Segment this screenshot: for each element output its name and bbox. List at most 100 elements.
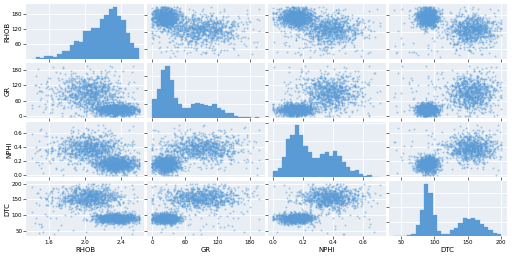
Point bbox=[161, 218, 169, 222]
Point bbox=[205, 22, 213, 26]
Point bbox=[474, 131, 482, 135]
Point bbox=[422, 162, 430, 166]
Point bbox=[203, 21, 211, 25]
Point bbox=[148, 221, 157, 225]
Point bbox=[81, 140, 89, 144]
Point bbox=[99, 162, 108, 166]
Point bbox=[282, 40, 290, 44]
Point bbox=[287, 217, 295, 221]
Point bbox=[94, 128, 102, 132]
Point bbox=[173, 45, 181, 50]
Point bbox=[470, 148, 478, 152]
Point bbox=[95, 191, 103, 195]
Point bbox=[296, 16, 304, 20]
Point bbox=[306, 187, 314, 191]
Point bbox=[334, 196, 342, 200]
Point bbox=[338, 76, 346, 80]
Point bbox=[182, 16, 190, 21]
Point bbox=[418, 21, 426, 25]
Point bbox=[426, 17, 434, 22]
Point bbox=[122, 217, 131, 221]
Point bbox=[464, 48, 473, 52]
Point bbox=[173, 173, 181, 177]
Point bbox=[433, 20, 441, 24]
Point bbox=[220, 151, 228, 155]
Point bbox=[99, 186, 108, 190]
Point bbox=[201, 198, 209, 202]
Point bbox=[301, 8, 309, 13]
Point bbox=[220, 183, 228, 187]
Point bbox=[191, 27, 200, 31]
Point bbox=[105, 198, 113, 202]
Point bbox=[98, 94, 106, 98]
Point bbox=[463, 35, 471, 39]
Point bbox=[358, 30, 366, 34]
Point bbox=[108, 162, 116, 166]
Point bbox=[424, 21, 432, 25]
Point bbox=[421, 101, 429, 105]
Point bbox=[330, 192, 338, 196]
Point bbox=[468, 26, 477, 30]
Point bbox=[80, 152, 88, 156]
Point bbox=[170, 160, 179, 164]
Point bbox=[301, 105, 309, 109]
Point bbox=[451, 148, 459, 152]
Point bbox=[112, 139, 120, 143]
Point bbox=[114, 162, 122, 166]
Point bbox=[350, 28, 358, 32]
Point bbox=[460, 86, 468, 90]
Point bbox=[463, 144, 471, 148]
Point bbox=[428, 169, 436, 173]
Point bbox=[465, 78, 473, 82]
Point bbox=[234, 201, 242, 205]
Point bbox=[32, 83, 40, 87]
Point bbox=[109, 114, 117, 118]
Point bbox=[322, 191, 330, 195]
Point bbox=[166, 157, 174, 161]
Point bbox=[323, 33, 331, 37]
Point bbox=[192, 48, 200, 52]
Point bbox=[426, 110, 434, 114]
Bar bbox=[437, 231, 441, 236]
Point bbox=[63, 194, 72, 198]
Point bbox=[110, 216, 118, 220]
Point bbox=[157, 172, 165, 177]
Point bbox=[93, 167, 101, 171]
Point bbox=[290, 109, 298, 113]
Point bbox=[426, 161, 434, 165]
Point bbox=[294, 217, 303, 221]
Point bbox=[417, 108, 425, 112]
Point bbox=[106, 217, 114, 221]
Point bbox=[304, 195, 312, 199]
Point bbox=[425, 14, 433, 19]
Point bbox=[78, 78, 87, 82]
Point bbox=[415, 160, 423, 164]
Point bbox=[292, 20, 300, 24]
Point bbox=[159, 212, 167, 216]
Point bbox=[182, 29, 190, 33]
Point bbox=[135, 216, 143, 220]
Point bbox=[426, 106, 435, 110]
Point bbox=[431, 23, 439, 27]
Point bbox=[204, 143, 212, 147]
Point bbox=[148, 11, 157, 15]
Point bbox=[220, 131, 228, 135]
Point bbox=[212, 15, 221, 19]
Point bbox=[420, 113, 429, 117]
Point bbox=[295, 214, 303, 218]
Point bbox=[151, 16, 159, 20]
Point bbox=[166, 167, 175, 171]
Point bbox=[108, 86, 116, 90]
Point bbox=[72, 200, 80, 204]
Point bbox=[86, 94, 94, 98]
Point bbox=[290, 17, 298, 21]
Point bbox=[164, 217, 173, 221]
Point bbox=[296, 201, 305, 205]
Point bbox=[176, 20, 184, 24]
Point bbox=[469, 23, 477, 27]
Point bbox=[323, 39, 331, 43]
Point bbox=[80, 141, 88, 145]
Point bbox=[104, 107, 113, 111]
Point bbox=[291, 217, 300, 221]
Point bbox=[434, 26, 442, 30]
